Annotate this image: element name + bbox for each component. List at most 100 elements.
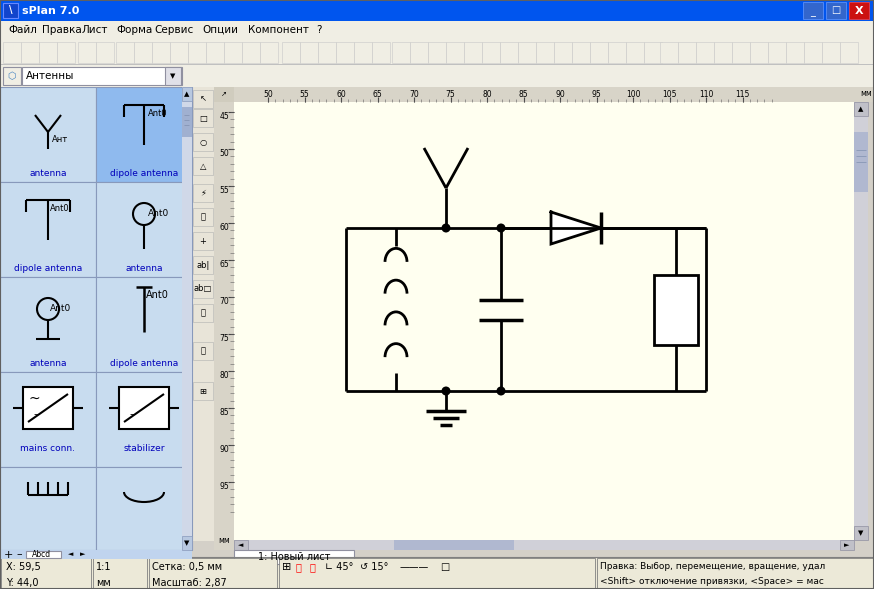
Text: Сервис: Сервис [154,25,193,35]
Bar [206,42,224,63]
Text: ———: ——— [400,562,429,572]
Bar [193,208,213,226]
Bar [279,558,595,588]
Bar [660,42,678,63]
Bar [260,42,278,63]
Bar [732,42,750,63]
Text: ▼: ▼ [184,540,190,546]
Text: ↖: ↖ [199,94,206,104]
Text: мм: мм [218,536,230,545]
Text: antenna: antenna [125,264,163,273]
Bar [554,42,572,63]
Bar [572,42,590,63]
Text: □: □ [199,114,207,123]
Bar [394,540,514,550]
Bar [3,67,21,85]
Text: 115: 115 [735,90,750,99]
Bar [182,87,192,550]
Bar [224,42,242,63]
Text: dipole antenna: dipole antenna [14,264,82,273]
Text: мм: мм [860,90,872,98]
Bar [193,133,213,151]
Polygon shape [551,212,601,244]
Bar [0,557,874,589]
Circle shape [496,386,505,395]
Bar [96,467,192,550]
Circle shape [441,386,450,395]
Bar [840,540,854,550]
Text: 60: 60 [336,90,346,99]
Bar [597,558,873,588]
Bar [803,2,823,19]
Bar [804,42,822,63]
Text: antenna: antenna [29,359,66,368]
Text: Ant0: Ant0 [50,204,70,213]
Text: Ant0: Ant0 [50,304,72,313]
Bar [3,42,21,63]
Bar [392,42,410,63]
Bar [193,232,213,250]
Bar [300,42,318,63]
Bar [214,102,234,550]
Text: ⚡: ⚡ [200,188,206,197]
Bar [626,42,644,63]
Text: 60: 60 [219,223,229,232]
Text: +: + [4,550,13,560]
Bar [193,157,213,175]
Bar [149,558,277,588]
Text: 90: 90 [219,445,229,454]
Text: 95: 95 [592,90,601,99]
Text: 75: 75 [219,334,229,343]
Bar [464,42,482,63]
Text: X: X [855,5,864,15]
Bar [182,87,192,101]
Text: ↗: ↗ [221,91,227,97]
Bar [768,42,786,63]
Text: _: _ [810,7,815,17]
Bar [170,42,188,63]
Text: 110: 110 [699,90,713,99]
Bar [119,387,169,429]
Text: mains conn.: mains conn. [20,444,75,453]
Text: ►: ► [844,542,850,548]
Text: 45: 45 [219,112,229,121]
Bar [446,42,464,63]
Text: ◄: ◄ [239,542,244,548]
Text: □: □ [440,562,449,572]
Bar [696,42,714,63]
Circle shape [496,223,505,233]
Text: ►: ► [80,551,86,558]
Bar [500,42,518,63]
Bar [608,42,626,63]
Bar [840,42,858,63]
Text: ◄: ◄ [68,551,73,558]
Text: \: \ [9,5,12,15]
Bar [849,2,869,19]
Bar [96,372,192,467]
Bar [282,42,300,63]
Bar [822,42,840,63]
Text: ~: ~ [28,392,39,406]
Text: ⌖: ⌖ [200,213,205,221]
Bar [0,550,192,559]
Text: dipole antenna: dipole antenna [110,169,178,178]
Text: 🔴: 🔴 [296,562,302,572]
Bar [654,274,698,345]
Bar [242,42,260,63]
Bar [854,102,868,540]
Text: ⊞: ⊞ [199,386,206,395]
Text: □: □ [831,5,841,15]
Bar [854,132,868,192]
Text: 🔍: 🔍 [200,346,205,356]
Bar [854,526,868,540]
Text: 70: 70 [409,90,419,99]
Text: ○: ○ [199,137,206,147]
Text: X: 59,5
Y: 44,0: X: 59,5 Y: 44,0 [6,562,41,588]
Text: Abcd: Abcd [32,550,52,559]
Bar [165,67,181,85]
Text: Правка: Правка [42,25,82,35]
Text: ab□: ab□ [194,284,212,293]
Bar [116,42,134,63]
Bar [590,42,608,63]
Bar [518,42,536,63]
